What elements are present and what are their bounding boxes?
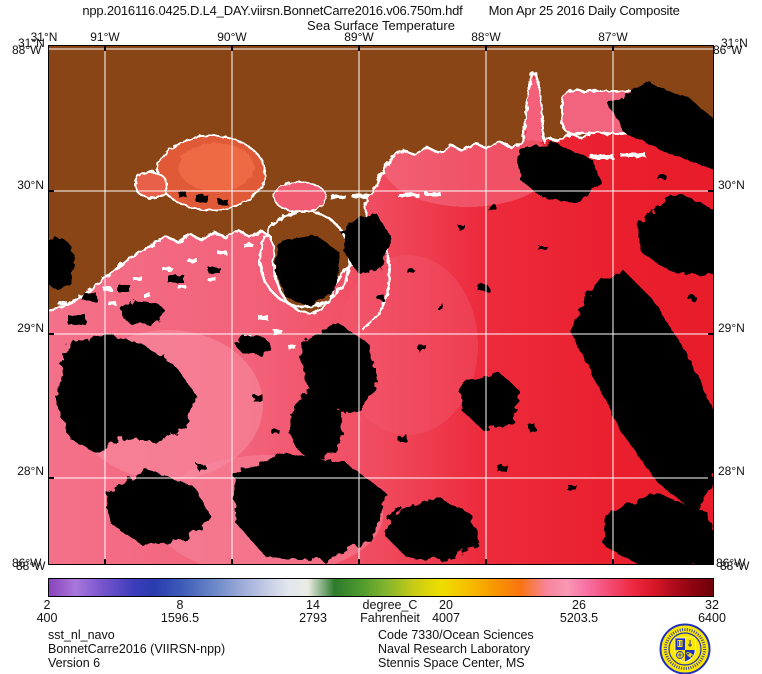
- cb-f-tick-6400: 6400: [698, 611, 726, 625]
- top-axis-label-89w: 89°W: [344, 30, 374, 44]
- corner-br-lon-b: 88°W: [720, 559, 750, 573]
- cb-f-tick-4007: 4007: [432, 611, 460, 625]
- cb-f-tick-2793: 2793: [299, 611, 327, 625]
- coastline: [39, 71, 723, 316]
- page-title: Sea Surface Temperature: [307, 18, 455, 33]
- cb-unit-celsius: degree_C: [362, 598, 418, 612]
- right-axis-label-30n: 30°N: [718, 178, 745, 192]
- date-label: Mon Apr 25 2016 Daily Composite: [488, 3, 680, 18]
- corner-tr-lon: 86°W: [713, 43, 743, 57]
- left-axis-label-29n: 29°N: [17, 321, 44, 335]
- corner-tl-lon: 88°W: [12, 43, 42, 57]
- cb-c-tick-26: 26: [572, 598, 586, 612]
- edge-ticks: [48, 45, 714, 565]
- corner-label-bottom-right: 86°W 88°W: [716, 556, 762, 580]
- cb-c-tick-14: 14: [306, 598, 320, 612]
- bay-inlet: [526, 79, 542, 141]
- temperature-colorbar: [48, 578, 714, 597]
- corner-label-top-left: 31°N 88°W: [12, 36, 60, 60]
- corner-bl-lon-a: 86°W: [12, 556, 42, 570]
- cb-c-tick-8: 8: [176, 598, 184, 612]
- cb-f-tick-400: 400: [36, 611, 58, 625]
- nrl-seal-icon: [659, 623, 711, 674]
- top-axis-label-87w: 87°W: [598, 30, 628, 44]
- top-axis-label-88w: 88°W: [471, 30, 501, 44]
- left-axis-label-30n: 30°N: [17, 178, 44, 192]
- lake-borgne: [273, 181, 327, 213]
- title-line: npp.2016116.0425.D.L4_DAY.viirsn.BonnetC…: [0, 3, 762, 18]
- cb-f-tick-1596: 1596.5: [160, 611, 200, 625]
- cb-c-tick-32: 32: [705, 598, 719, 612]
- top-axis-label-91w: 91°W: [90, 30, 120, 44]
- corner-label-bottom-left: 86°W 88°W: [12, 556, 60, 580]
- right-axis-label-29n: 29°N: [718, 321, 745, 335]
- gridlines: [48, 45, 714, 565]
- corner-tr-lat: 31°N: [721, 36, 748, 50]
- credit-location: Stennis Space Center, MS: [378, 656, 525, 670]
- left-axis-label-28n: 28°N: [17, 464, 44, 478]
- cb-c-tick-2: 2: [43, 598, 51, 612]
- sst-satellite-map: [39, 37, 723, 575]
- right-axis-label-28n: 28°N: [718, 464, 745, 478]
- credit-product-name: sst_nl_navo: [48, 628, 115, 642]
- corner-tl-lat: 31°N: [18, 36, 45, 50]
- lake-maurepas: [134, 171, 168, 199]
- map-border: [48, 45, 714, 565]
- top-axis-label-90w: 90°W: [217, 30, 247, 44]
- nrl-seal-logo: [654, 623, 716, 674]
- credit-code-office: Code 7330/Ocean Sciences: [378, 628, 534, 642]
- credit-version: Version 6: [48, 656, 101, 670]
- corner-br-lon-a: 86°W: [716, 556, 746, 570]
- corner-bl-lon-b: 88°W: [16, 559, 46, 573]
- credit-laboratory: Naval Research Laboratory: [378, 642, 531, 656]
- cb-f-tick-5203: 5203.5: [559, 611, 599, 625]
- cb-unit-fahrenheit: Fahrenheit: [360, 611, 420, 625]
- filename-label: npp.2016116.0425.D.L4_DAY.viirsn.BonnetC…: [82, 3, 463, 18]
- map-svg: [39, 37, 723, 575]
- credit-region-sensor: BonnetCarre2016 (VIIRSN-npp): [48, 642, 226, 656]
- cb-c-tick-20: 20: [439, 598, 453, 612]
- corner-label-top-right: 31°N 86°W: [713, 36, 761, 60]
- top-axis-label-31n: 31°N: [30, 30, 58, 44]
- cloud-layer: [42, 83, 722, 569]
